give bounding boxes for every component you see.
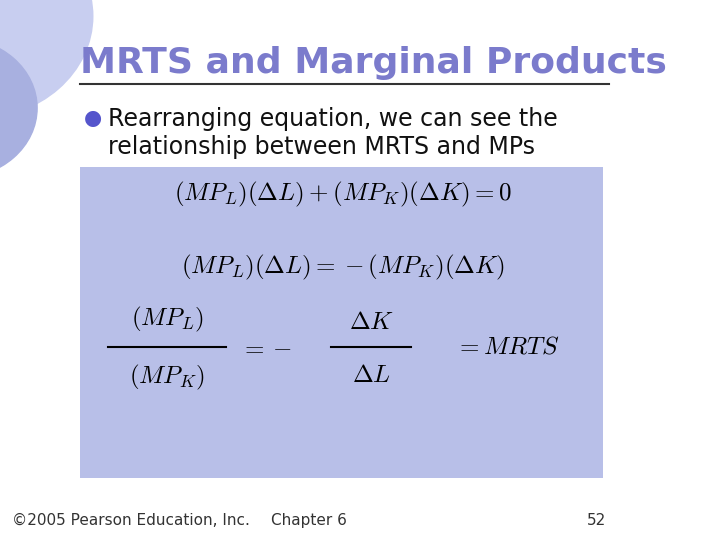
Text: relationship between MRTS and MPs: relationship between MRTS and MPs xyxy=(108,135,535,159)
Circle shape xyxy=(0,0,93,119)
Text: 52: 52 xyxy=(587,513,606,528)
Text: MRTS and Marginal Products: MRTS and Marginal Products xyxy=(81,46,667,80)
Text: Chapter 6: Chapter 6 xyxy=(271,513,347,528)
FancyBboxPatch shape xyxy=(81,167,603,478)
Text: $(MP_K)$: $(MP_K)$ xyxy=(129,363,205,392)
Circle shape xyxy=(0,38,37,178)
Text: ●: ● xyxy=(84,108,102,128)
Text: ©2005 Pearson Education, Inc.: ©2005 Pearson Education, Inc. xyxy=(12,513,251,528)
Text: $\Delta K$: $\Delta K$ xyxy=(348,310,394,334)
Text: $(MP_L)(\Delta L) + (MP_K)(\Delta K) = 0$: $(MP_L)(\Delta L) + (MP_K)(\Delta K) = 0… xyxy=(174,180,513,209)
Text: Rearranging equation, we can see the: Rearranging equation, we can see the xyxy=(108,107,558,131)
Text: $= -$: $= -$ xyxy=(240,335,292,359)
Text: $\Delta L$: $\Delta L$ xyxy=(351,363,391,387)
Text: $(MP_L)(\Delta L) = -(MP_K)(\Delta K)$: $(MP_L)(\Delta L) = -(MP_K)(\Delta K)$ xyxy=(181,253,505,282)
Text: $(MP_L)$: $(MP_L)$ xyxy=(130,305,203,334)
Text: $= MRTS$: $= MRTS$ xyxy=(455,335,559,359)
